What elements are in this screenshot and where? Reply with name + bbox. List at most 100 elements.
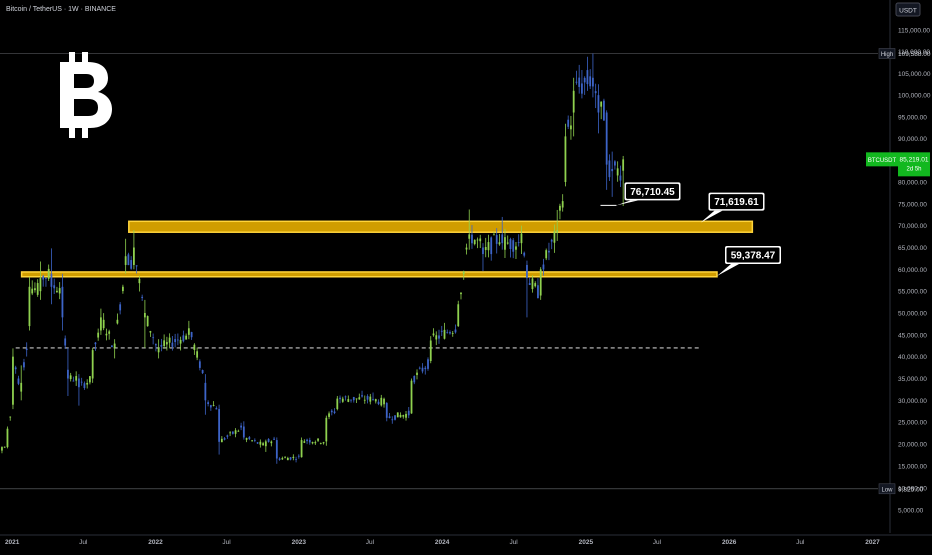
candle-body [6, 428, 9, 448]
candle-body [471, 234, 473, 244]
candle-body [473, 239, 476, 245]
candle-body [75, 376, 78, 381]
candle-body [53, 285, 56, 289]
candle-body [561, 201, 564, 208]
candle-body [517, 242, 520, 243]
candle-body [67, 369, 69, 379]
candle-body [537, 285, 539, 299]
candle-body [322, 442, 325, 444]
candle-body [545, 250, 548, 259]
candle-body [119, 304, 122, 311]
candles [1, 53, 625, 464]
candle-body [86, 382, 89, 385]
candle-body [292, 456, 295, 458]
annotation-pointer [616, 200, 639, 206]
x-tick-label: 2026 [722, 539, 737, 546]
y-tick-label: 15,000.00 [898, 464, 927, 471]
candle-body [314, 442, 317, 444]
candle-body [105, 333, 108, 336]
candle-body [548, 250, 550, 253]
candle-body [484, 247, 487, 250]
candle-body [286, 457, 289, 461]
candle-body [201, 370, 204, 374]
candle-body [592, 77, 594, 87]
countdown: 2d 5h [906, 166, 921, 172]
annotation-box-inner [726, 247, 780, 263]
annotation-box-inner [710, 194, 764, 210]
candle-body [234, 430, 237, 434]
candle-body [163, 340, 166, 347]
x-tick-label: 2022 [148, 539, 163, 546]
y-tick-label: 50,000.00 [898, 311, 927, 318]
candle-body [154, 344, 157, 346]
candle-body [594, 91, 597, 94]
candle-body [366, 396, 369, 400]
candle-body [498, 242, 501, 245]
candle-body [31, 288, 34, 294]
x-tick-label: Jul [796, 539, 805, 546]
candle-body [427, 359, 429, 369]
candle-body [264, 441, 267, 447]
candle-body [284, 457, 286, 459]
y-tick-label: 75,000.00 [898, 201, 927, 208]
candle-body [490, 237, 493, 255]
candle-body [259, 441, 262, 445]
candle-body [138, 278, 141, 284]
candle-body [402, 415, 405, 417]
candle-body [248, 437, 251, 440]
y-tick-label: 40,000.00 [898, 354, 927, 361]
candle-body [14, 367, 17, 370]
candle-body [270, 441, 273, 444]
annotation-label: 59,378.47 [731, 251, 776, 262]
candle-body [550, 239, 553, 242]
candle-body [198, 361, 201, 368]
candle-body [347, 399, 350, 402]
candle-body [102, 319, 105, 329]
y-tick-label: 20,000.00 [898, 442, 927, 449]
candle-body [553, 231, 556, 243]
candle-body [410, 380, 413, 414]
candle-body [572, 90, 575, 113]
candle-body [267, 438, 270, 442]
candle-body [25, 348, 28, 351]
candle-body [608, 160, 611, 178]
candle-body [28, 286, 31, 327]
candle-body [372, 399, 374, 400]
candle-body [556, 230, 559, 233]
candle-body [47, 268, 50, 279]
candle-body [23, 362, 25, 368]
high-badge [878, 48, 896, 59]
candle-body [449, 332, 451, 334]
candle-body [325, 417, 328, 442]
candle-body [185, 335, 188, 340]
candle-body [262, 443, 264, 446]
y-tick-label: 30,000.00 [898, 398, 927, 405]
y-tick-label: 55,000.00 [898, 289, 927, 296]
candle-body [575, 81, 578, 83]
candle-body [289, 457, 292, 460]
candle-body [113, 343, 116, 348]
low-label: Low [881, 487, 893, 493]
x-tick-label: 2024 [435, 539, 450, 546]
candle-body [319, 443, 322, 444]
low-value: 9,825.00 [898, 486, 924, 493]
candle-body [597, 95, 600, 113]
candle-body [528, 283, 531, 285]
candle-body [487, 242, 490, 251]
candle-body [515, 246, 517, 250]
candle-body [207, 402, 210, 405]
candle-body [355, 398, 358, 400]
support-zone-1 [128, 220, 754, 233]
candle-body [383, 398, 385, 405]
candle-body [413, 375, 416, 383]
candle-body [83, 383, 86, 388]
candle-body [567, 119, 570, 127]
candle-body [416, 372, 418, 376]
candle-body [462, 271, 465, 275]
annotation-pointer [700, 210, 723, 223]
candle-body [358, 397, 361, 400]
candle-body [253, 440, 256, 441]
